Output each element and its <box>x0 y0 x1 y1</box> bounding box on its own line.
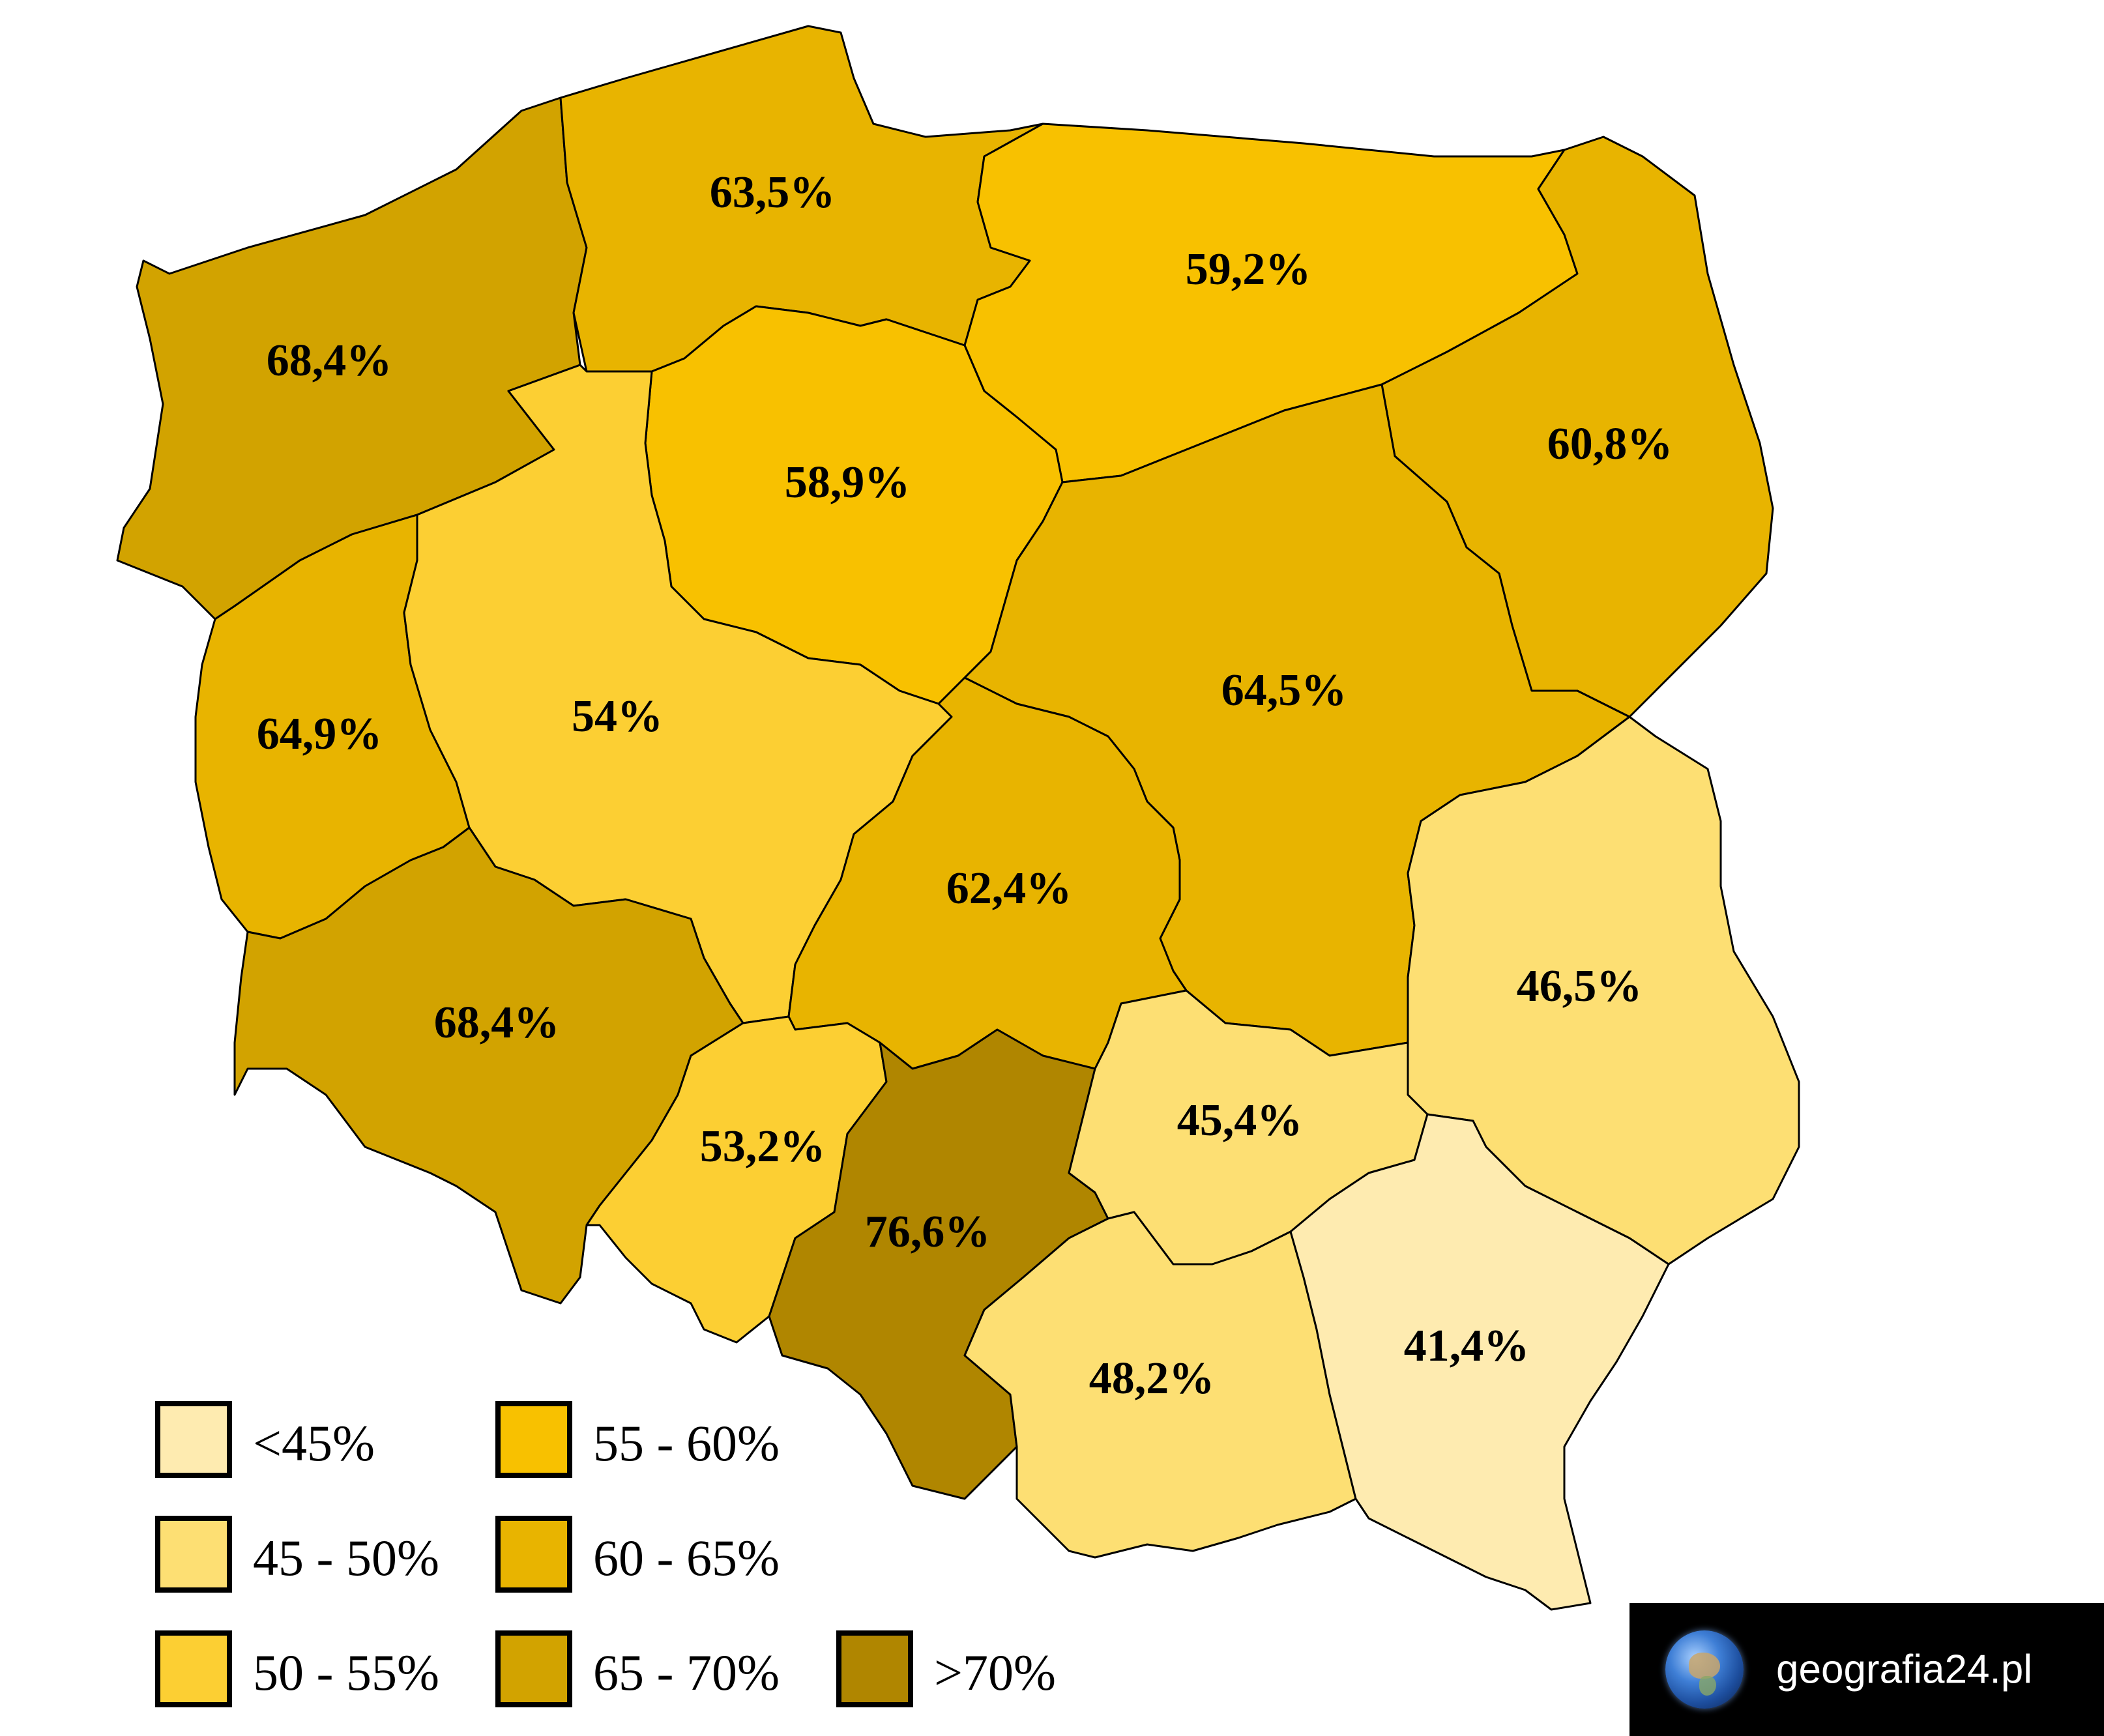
globe-icon <box>1665 1630 1744 1709</box>
label-lubuskie: 64,9% <box>257 709 383 759</box>
legend-label: <45% <box>253 1415 375 1471</box>
legend-label: >70% <box>934 1644 1056 1701</box>
label-lodzkie: 62,4% <box>946 863 1072 914</box>
label-kujawsko-pomorskie: 58,9% <box>785 457 911 508</box>
label-zachodniopomorskie: 68,4% <box>267 336 392 386</box>
label-swietokrzyskie: 45,4% <box>1177 1095 1303 1146</box>
legend-swatch <box>155 1516 232 1593</box>
legend-swatch <box>495 1630 572 1707</box>
label-dolnoslaskie: 68,4% <box>434 998 560 1048</box>
legend-label: 45 - 50% <box>253 1529 439 1586</box>
legend-label: 55 - 60% <box>593 1415 780 1471</box>
region-podkarpackie[interactable] <box>1289 1113 1670 1611</box>
legend-swatch <box>836 1630 913 1707</box>
label-opolskie: 53,2% <box>700 1121 826 1172</box>
legend-swatch <box>495 1516 572 1593</box>
legend-label: 65 - 70% <box>593 1644 780 1701</box>
label-lubelskie: 46,5% <box>1517 961 1643 1011</box>
legend-label: 60 - 65% <box>593 1529 780 1586</box>
legend-swatch <box>155 1630 232 1707</box>
legend-swatch <box>155 1401 232 1478</box>
brand-text: geografia24.pl <box>1776 1647 2032 1692</box>
label-warminsko-mazurskie: 59,2% <box>1186 244 1311 295</box>
label-podkarpackie: 41,4% <box>1404 1321 1530 1371</box>
label-malopolskie: 48,2% <box>1089 1353 1215 1404</box>
brand-badge[interactable]: geografia24.pl <box>1629 1603 2104 1736</box>
label-wielkopolskie: 54% <box>572 691 663 742</box>
legend-label: 50 - 55% <box>253 1644 439 1701</box>
label-slaskie: 76,6% <box>865 1207 991 1257</box>
legend-swatch <box>495 1401 572 1478</box>
label-pomorskie: 63,5% <box>710 167 836 218</box>
label-mazowieckie: 64,5% <box>1221 665 1347 716</box>
label-podlaskie: 60,8% <box>1547 419 1673 469</box>
